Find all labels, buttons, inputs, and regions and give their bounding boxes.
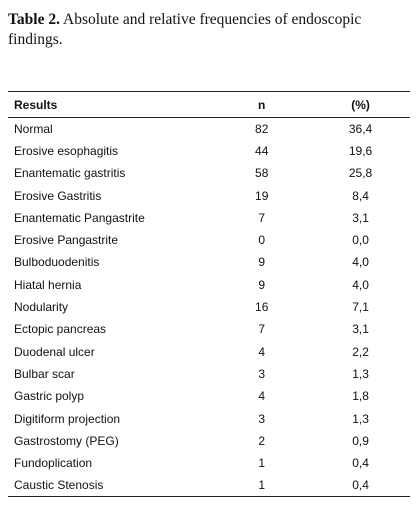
header-cell: Results — [14, 97, 58, 112]
table-row: Gastric polyp 4 1,8 — [8, 385, 410, 407]
table-cell: 4 — [258, 389, 266, 404]
table-cell: Nodularity — [14, 300, 69, 315]
table-row: Fundoplication 1 0,4 — [8, 452, 410, 474]
table-cell: 2,2 — [352, 344, 369, 359]
table-cell: Bulbar scar — [14, 366, 75, 381]
table-row: Duodenal ulcer 4 2,2 — [8, 340, 410, 362]
header-row: Results n (%) — [8, 91, 410, 118]
table-cell: Ectopic pancreas — [14, 322, 107, 337]
caption-text: Absolute and relative frequencies of end… — [8, 11, 362, 48]
table-cell: 82 — [255, 121, 269, 136]
table-cell: 58 — [255, 166, 269, 181]
table-cell: 1,3 — [352, 366, 369, 381]
table-cell: 9 — [258, 255, 266, 270]
table-header: Results n (%) — [8, 91, 410, 118]
table-row: Hiatal hernia 9 4,0 — [8, 274, 410, 296]
table-cell: 1,8 — [352, 389, 369, 404]
table-row: Erosive Pangastrite 0 0,0 — [8, 229, 410, 251]
table-row: Bulboduodenitis 9 4,0 — [8, 251, 410, 273]
table-cell: 19 — [255, 188, 269, 203]
table-row: Gastrostomy (PEG) 2 0,9 — [8, 430, 410, 452]
table-cell: 0,0 — [352, 233, 369, 248]
table-cell: 3 — [258, 366, 266, 381]
table-cell: Gastrostomy (PEG) — [14, 433, 119, 448]
table-cell: 25,8 — [348, 166, 373, 181]
header-cell: (%) — [351, 97, 370, 112]
table-cell: Enantematic gastritis — [14, 166, 126, 181]
table-cell: 19,6 — [348, 143, 373, 158]
table-cell: Hiatal hernia — [14, 277, 82, 292]
table-cell: Caustic Stenosis — [14, 478, 104, 493]
table-cell: Erosive esophagitis — [14, 143, 119, 158]
table-cell: Fundoplication — [14, 456, 93, 471]
table-cell: 3 — [258, 411, 266, 426]
table-row: Erosive Gastritis 19 8,4 — [8, 184, 410, 206]
table-cell: 7 — [258, 322, 266, 337]
table-body: Normal 82 36,4 Erosive esophagitis 44 19,6 Ena… — [8, 118, 410, 497]
table-cell: 7,1 — [352, 300, 369, 315]
table-cell: 7 — [258, 210, 266, 225]
table-cell: Digitiform projection — [14, 411, 121, 426]
table-row: Erosive esophagitis 44 19,6 — [8, 140, 410, 162]
table-cell: 36,4 — [348, 121, 373, 136]
table-cell: 9 — [258, 277, 266, 292]
table-row: Enantematic gastritis 58 25,8 — [8, 162, 410, 184]
table-cell: Erosive Gastritis — [14, 188, 102, 203]
table-cell: 0,9 — [352, 433, 369, 448]
table-cell: Bulboduodenitis — [14, 255, 100, 270]
table-cell: 0,4 — [352, 456, 369, 471]
table-cell: 1 — [258, 456, 266, 471]
header-cell: n — [258, 97, 266, 112]
table-cell: Duodenal ulcer — [14, 344, 95, 359]
table-cell: Enantematic Pangastrite — [14, 210, 145, 225]
table-cell: 0,4 — [352, 478, 369, 493]
table-cell: 4,0 — [352, 255, 369, 270]
table-cell: 44 — [255, 143, 269, 158]
table-cell: Normal — [14, 121, 53, 136]
table-row: Caustic Stenosis 1 0,4 — [8, 474, 410, 497]
table-row: Normal 82 36,4 — [8, 118, 410, 140]
table-cell: Erosive Pangastrite — [14, 233, 119, 248]
table-cell: 1,3 — [352, 411, 369, 426]
table-cell: 16 — [255, 300, 269, 315]
table-cell: 3,1 — [352, 210, 369, 225]
table-cell: 2 — [258, 433, 266, 448]
table-row: Enantematic Pangastrite 7 3,1 — [8, 207, 410, 229]
table-caption: Table 2. Absolute and relative frequenci… — [8, 10, 413, 50]
table-row: Bulbar scar 3 1,3 — [8, 363, 410, 385]
table-row: Ectopic pancreas 7 3,1 — [8, 318, 410, 340]
table-cell: 4,0 — [352, 277, 369, 292]
table-cell: Gastric polyp — [14, 389, 85, 404]
table-cell: 3,1 — [352, 322, 369, 337]
table-cell: 0 — [258, 233, 266, 248]
table-cell: 8,4 — [352, 188, 369, 203]
table: Results n (%) Normal 82 36,4 Erosive esophagi… — [8, 91, 410, 497]
table-cell: 1 — [258, 478, 266, 493]
table-row: Digitiform projection 3 1,3 — [8, 407, 410, 429]
table-cell: 4 — [258, 344, 266, 359]
table-row: Nodularity 16 7,1 — [8, 296, 410, 318]
caption-label: Table 2. — [8, 11, 60, 28]
